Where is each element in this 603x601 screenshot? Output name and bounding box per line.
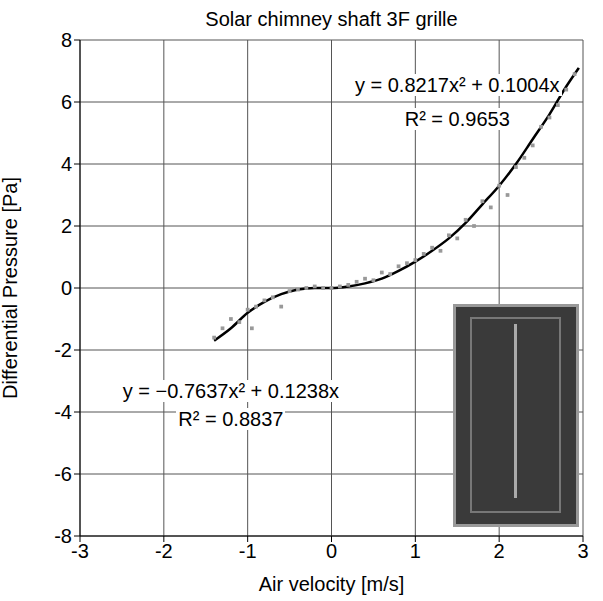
svg-text:-8: -8 bbox=[54, 525, 72, 547]
html-text:y = 0.8217x² + 0.1004x: y = 0.8217x² + 0.1004x bbox=[355, 73, 560, 96]
svg-text:0: 0 bbox=[326, 540, 337, 562]
svg-text:Air velocity [m/s]: Air velocity [m/s] bbox=[259, 573, 405, 595]
svg-text:-1: -1 bbox=[239, 540, 257, 562]
svg-text:-2: -2 bbox=[155, 540, 173, 562]
svg-text:3: 3 bbox=[577, 540, 588, 562]
svg-text:0: 0 bbox=[61, 277, 72, 299]
html-text:R² = 0.9653: R² = 0.9653 bbox=[404, 107, 510, 130]
svg-text:2: 2 bbox=[494, 540, 505, 562]
svg-text:1: 1 bbox=[410, 540, 421, 562]
svg-text:8: 8 bbox=[61, 29, 72, 51]
html-text:R² = 0.8837: R² = 0.8837 bbox=[178, 408, 284, 431]
svg-text:6: 6 bbox=[61, 91, 72, 113]
svg-text:4: 4 bbox=[61, 153, 72, 175]
html-text:y = −0.7637x² + 0.1238x: y = −0.7637x² + 0.1238x bbox=[122, 380, 339, 403]
svg-text:-4: -4 bbox=[54, 401, 72, 423]
svg-text:Differential Pressure [Pa]: Differential Pressure [Pa] bbox=[0, 177, 21, 399]
html-text:Solar chimney shaft 3F grille: Solar chimney shaft 3F grille bbox=[205, 8, 458, 30]
svg-text:-6: -6 bbox=[54, 463, 72, 485]
svg-text:2: 2 bbox=[61, 215, 72, 237]
svg-text:-2: -2 bbox=[54, 339, 72, 361]
svg-text:-3: -3 bbox=[71, 540, 89, 562]
